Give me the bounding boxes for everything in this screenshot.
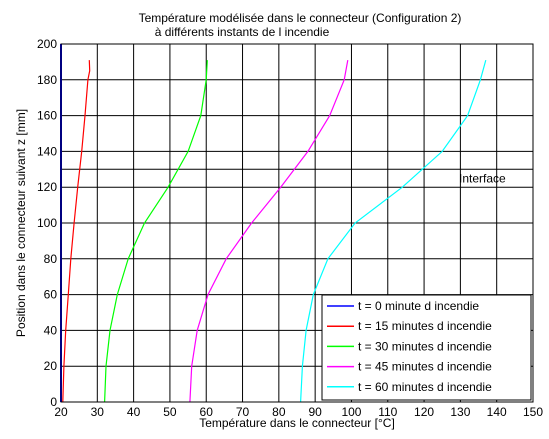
legend-entry: t = 60 minutes d incendie xyxy=(358,380,492,394)
y-tick-label: 40 xyxy=(44,323,58,337)
y-tick-label: 20 xyxy=(44,359,58,373)
x-tick-label: 80 xyxy=(272,405,286,419)
y-tick-label: 180 xyxy=(37,73,57,87)
y-tick-label: 100 xyxy=(37,216,57,230)
y-tick-label: 60 xyxy=(44,288,58,302)
x-tick-label: 30 xyxy=(91,405,105,419)
x-tick-label: 130 xyxy=(450,405,470,419)
series-line xyxy=(62,60,91,403)
chart-title-line1: Température modélisée dans le connecteur… xyxy=(139,11,462,25)
series-line xyxy=(300,59,487,403)
legend: t = 0 minute d incendie t = 15 minutes d … xyxy=(321,294,532,401)
x-tick-label: 140 xyxy=(487,405,507,419)
x-tick-label: 110 xyxy=(378,405,397,419)
y-tick-label: 0 xyxy=(50,395,57,409)
y-tick-label: 160 xyxy=(37,109,57,123)
legend-entry: t = 45 minutes d incendie xyxy=(358,360,492,374)
chart-title-line2: à différents instants de l incendie xyxy=(155,25,330,39)
y-axis-label: Position dans le connecteur suivant z [m… xyxy=(14,109,28,337)
x-tick-label: 150 xyxy=(523,405,543,419)
series-line xyxy=(189,59,349,403)
y-tick-label: 120 xyxy=(37,180,57,194)
x-tick-label: 60 xyxy=(200,405,214,419)
x-tick-label: 120 xyxy=(414,405,434,419)
interface-label: Interface xyxy=(459,171,506,185)
x-tick-label: 40 xyxy=(127,405,141,419)
legend-entry: t = 30 minutes d incendie xyxy=(358,339,492,353)
x-tick-label: 70 xyxy=(236,405,250,419)
y-tick-label: 200 xyxy=(37,37,57,51)
x-tick-label: 20 xyxy=(54,405,68,419)
series-line xyxy=(104,60,208,403)
plot-area: Interface 20 30 40 50 60 70 80 90 100 110 120 130 140… xyxy=(37,37,543,419)
plot-frame xyxy=(60,43,534,403)
x-axis-label: Température dans le connecteur [°C] xyxy=(199,416,395,430)
legend-entry: t = 15 minutes d incendie xyxy=(358,319,492,333)
y-tick-label: 140 xyxy=(37,144,57,158)
x-tick-label: 90 xyxy=(308,405,322,419)
x-tick-label: 50 xyxy=(163,405,177,419)
legend-box xyxy=(321,294,532,401)
legend-entry: t = 0 minute d incendie xyxy=(358,299,479,313)
x-tick-label: 100 xyxy=(341,405,361,419)
y-tick-label: 80 xyxy=(44,252,58,266)
